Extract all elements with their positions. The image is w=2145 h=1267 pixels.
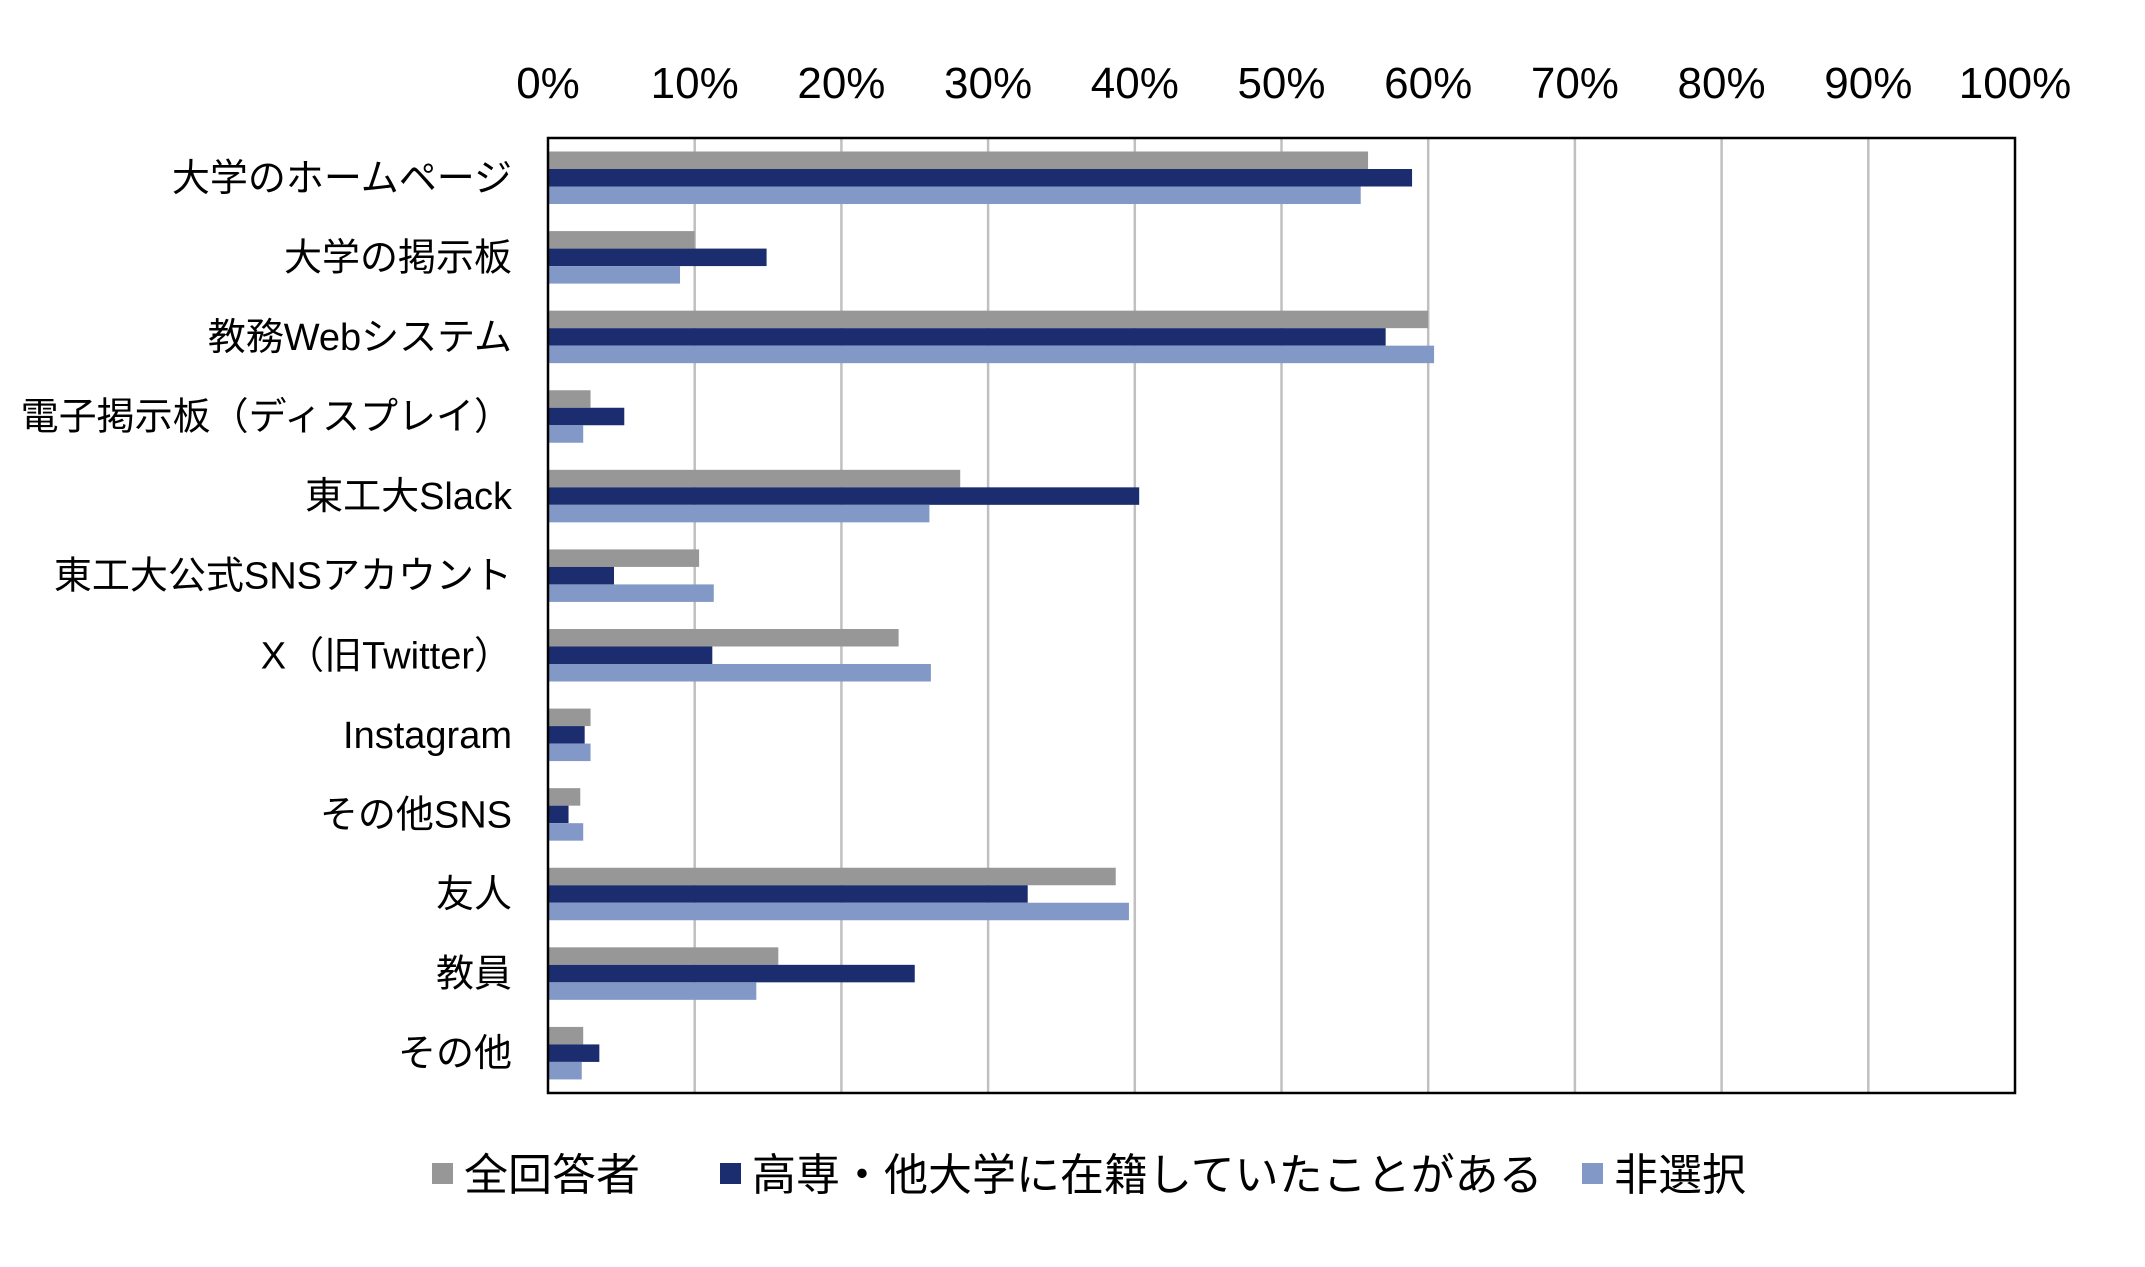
bar-3 (548, 664, 931, 682)
legend-label: 非選択 (1614, 1151, 1746, 1200)
x-tick-label: 30% (944, 59, 1032, 108)
x-tick-label: 20% (797, 59, 885, 108)
bar-1 (548, 947, 779, 965)
category-label: 大学の掲示板 (284, 237, 512, 279)
category-label: 電子掲示板（ディスプレイ） (21, 397, 512, 439)
bar-3 (548, 186, 1361, 204)
bar-2 (548, 646, 713, 664)
bar-1 (548, 1026, 584, 1045)
bar-2 (548, 566, 615, 585)
bar-1 (548, 708, 591, 727)
bar-1 (548, 788, 581, 806)
x-tick-label: 40% (1091, 59, 1179, 108)
bar-2 (548, 328, 1386, 346)
category-label: その他SNS (320, 794, 512, 836)
legend-label: 高専・他大学に在籍していたことがある (752, 1151, 1543, 1200)
bar-1 (548, 629, 899, 647)
x-tick-label: 80% (1678, 59, 1766, 108)
bar-3 (548, 743, 591, 762)
legend-label: 全回答者 (464, 1151, 640, 1200)
bar-2 (548, 487, 1140, 505)
bar-3 (548, 425, 584, 443)
x-tick-label: 90% (1824, 59, 1912, 108)
bar-2 (548, 169, 1413, 187)
category-label: 東工大公式SNSアカウント (54, 556, 512, 598)
plot-area-frame (546, 136, 2017, 1095)
x-axis-tick-labels: 0% 10% 20% 30% 40% 50% 60% 70% 80% 90% 100% (516, 59, 2071, 108)
bars (548, 151, 1435, 1080)
gridlines (693, 138, 1870, 1093)
bar-3 (548, 982, 757, 1000)
x-tick-label: 0% (516, 59, 580, 108)
bar-3 (548, 902, 1129, 921)
x-tick-label: 10% (651, 59, 739, 108)
bar-1 (548, 549, 700, 567)
category-label: Instagram (343, 715, 512, 757)
legend-swatch (1582, 1163, 1603, 1184)
x-tick-label: 70% (1531, 59, 1619, 108)
bar-2 (548, 726, 585, 744)
bar-2 (548, 407, 625, 426)
bar-2 (548, 248, 767, 267)
bar-3 (548, 504, 930, 523)
legend: 全回答者 高専・他大学に在籍していたことがある 非選択 (432, 1151, 1746, 1200)
bar-2 (548, 1044, 600, 1062)
bar-1 (548, 469, 961, 488)
bar-2 (548, 805, 569, 824)
bar-2 (548, 964, 915, 983)
bar-1 (548, 390, 591, 408)
x-tick-label: 60% (1384, 59, 1472, 108)
x-tick-label: 100% (1959, 59, 2072, 108)
bar-1 (548, 310, 1429, 329)
legend-swatch (720, 1163, 741, 1184)
bar-3 (548, 584, 714, 602)
bar-3 (548, 823, 584, 841)
bar-3 (548, 345, 1435, 364)
bar-1 (548, 867, 1116, 886)
bar-1 (548, 151, 1369, 169)
category-label: 教務Webシステム (208, 317, 512, 359)
category-label: X（旧Twitter） (261, 635, 512, 677)
legend-swatch (432, 1163, 453, 1184)
category-label: 東工大Slack (305, 476, 513, 518)
bar-1 (548, 231, 695, 249)
category-label: 友人 (436, 874, 512, 916)
bar-2 (548, 885, 1028, 903)
bar-3 (548, 1061, 582, 1080)
x-tick-label: 50% (1237, 59, 1325, 108)
category-label: 大学のホームページ (172, 158, 512, 200)
bar-3 (548, 266, 681, 284)
category-label: その他 (398, 1033, 512, 1075)
category-label: 教員 (436, 954, 512, 996)
